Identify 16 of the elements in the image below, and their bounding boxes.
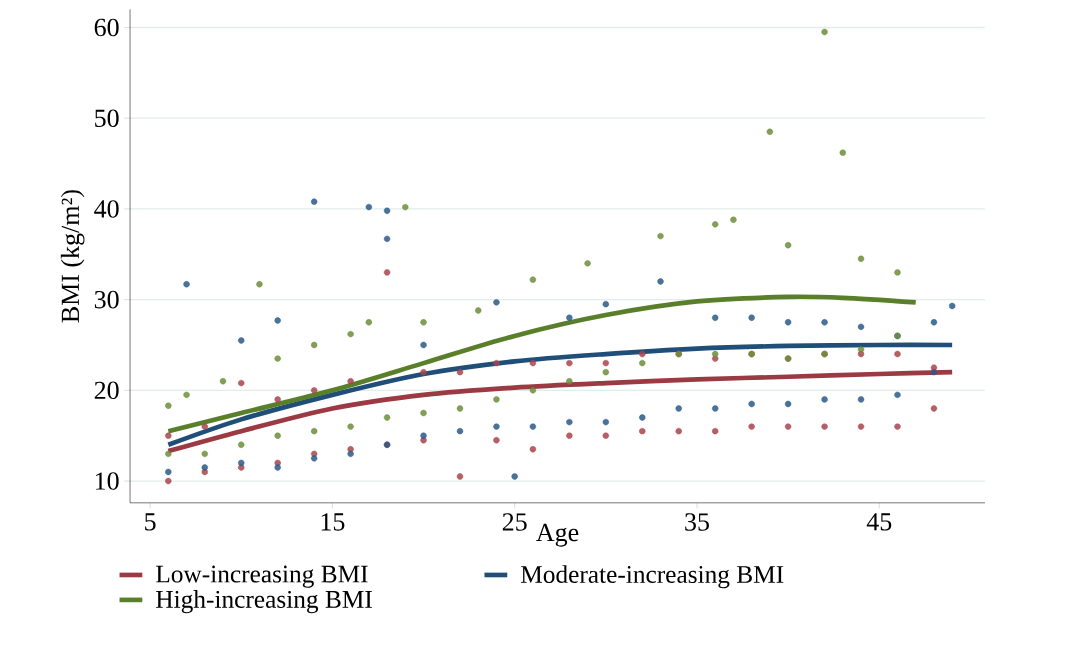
x-axis-title: Age: [536, 524, 579, 547]
y-tick-label: 40: [94, 200, 119, 218]
legend-label: Moderate-increasing BMI: [520, 565, 784, 589]
y-tick-label: 60: [94, 18, 119, 37]
y-tick-label: 20: [94, 381, 119, 400]
y-axis-title: BMI (kg/m²): [60, 190, 85, 323]
legend-label: Low-increasing BMI: [156, 565, 368, 589]
x-tick-label: 35: [685, 513, 709, 531]
y-tick-label: 30: [94, 291, 119, 309]
x-tick-label: 15: [321, 513, 345, 531]
x-tick-label: 45: [866, 513, 892, 531]
x-tick-label: 5: [145, 513, 156, 531]
y-tick-label: 50: [95, 109, 119, 128]
x-tick-label: 25: [502, 513, 527, 531]
legend-label: High-increasing BMI: [156, 590, 372, 614]
y-tick-label: 10: [95, 472, 119, 491]
